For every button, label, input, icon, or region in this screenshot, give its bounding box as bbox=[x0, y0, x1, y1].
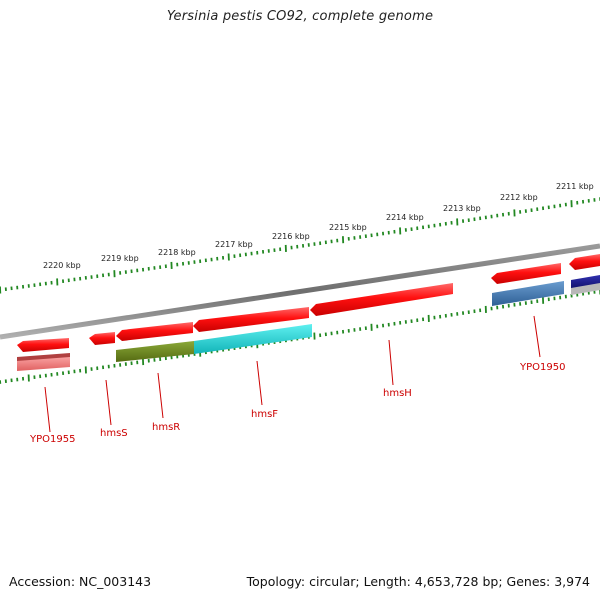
gene-feature bbox=[89, 332, 115, 345]
gene-label-ypo1955: YPO1955 bbox=[29, 434, 75, 445]
gene-feature bbox=[17, 353, 70, 361]
gene-feature bbox=[17, 338, 69, 352]
gene-feature bbox=[571, 283, 600, 295]
gene-label-hmss: hmsS bbox=[100, 428, 128, 439]
gene-label-hmsf: hmsF bbox=[251, 409, 278, 420]
kbp-label: 2216 kbp bbox=[272, 232, 310, 241]
forward-track bbox=[17, 254, 600, 352]
reverse-track bbox=[17, 275, 600, 371]
gene-label-ypo1950: YPO1950 bbox=[519, 362, 565, 373]
kbp-label: 2211 kbp bbox=[556, 182, 594, 191]
gene-label-hmsh: hmsH bbox=[383, 388, 412, 399]
page-title: Yersinia pestis CO92, complete genome bbox=[166, 9, 434, 24]
genome-backbone bbox=[0, 243, 600, 340]
gene-label-hmsr: hmsR bbox=[152, 422, 180, 433]
kbp-label: 2213 kbp bbox=[443, 204, 481, 213]
kbp-label: 2218 kbp bbox=[158, 248, 196, 257]
gene-feature bbox=[569, 254, 600, 270]
kbp-label: 2215 kbp bbox=[329, 223, 367, 232]
kbp-labels: 2211 kbp 2212 kbp 2213 kbp 2214 kbp 2215… bbox=[43, 182, 594, 270]
kbp-label: 2217 kbp bbox=[215, 240, 253, 249]
label-leaders bbox=[44, 315, 541, 433]
gene-feature bbox=[491, 263, 561, 284]
accession-text: Accession: NC_003143 bbox=[9, 574, 152, 589]
kbp-label: 2212 kbp bbox=[500, 193, 538, 202]
gene-feature bbox=[310, 283, 453, 316]
gene-feature bbox=[193, 307, 309, 332]
kbp-label: 2220 kbp bbox=[43, 261, 81, 270]
kbp-label: 2219 kbp bbox=[101, 254, 139, 263]
genome-stats-text: Topology: circular; Length: 4,653,728 bp… bbox=[246, 574, 590, 589]
gene-feature bbox=[116, 322, 193, 341]
gene-labels: YPO1955 hmsS hmsR hmsF hmsH YPO1950 bbox=[29, 362, 565, 445]
gene-feature bbox=[116, 341, 194, 362]
outer-ruler bbox=[0, 197, 600, 294]
gene-feature bbox=[492, 281, 564, 306]
kbp-label: 2214 kbp bbox=[386, 213, 424, 222]
gene-feature bbox=[194, 324, 312, 354]
